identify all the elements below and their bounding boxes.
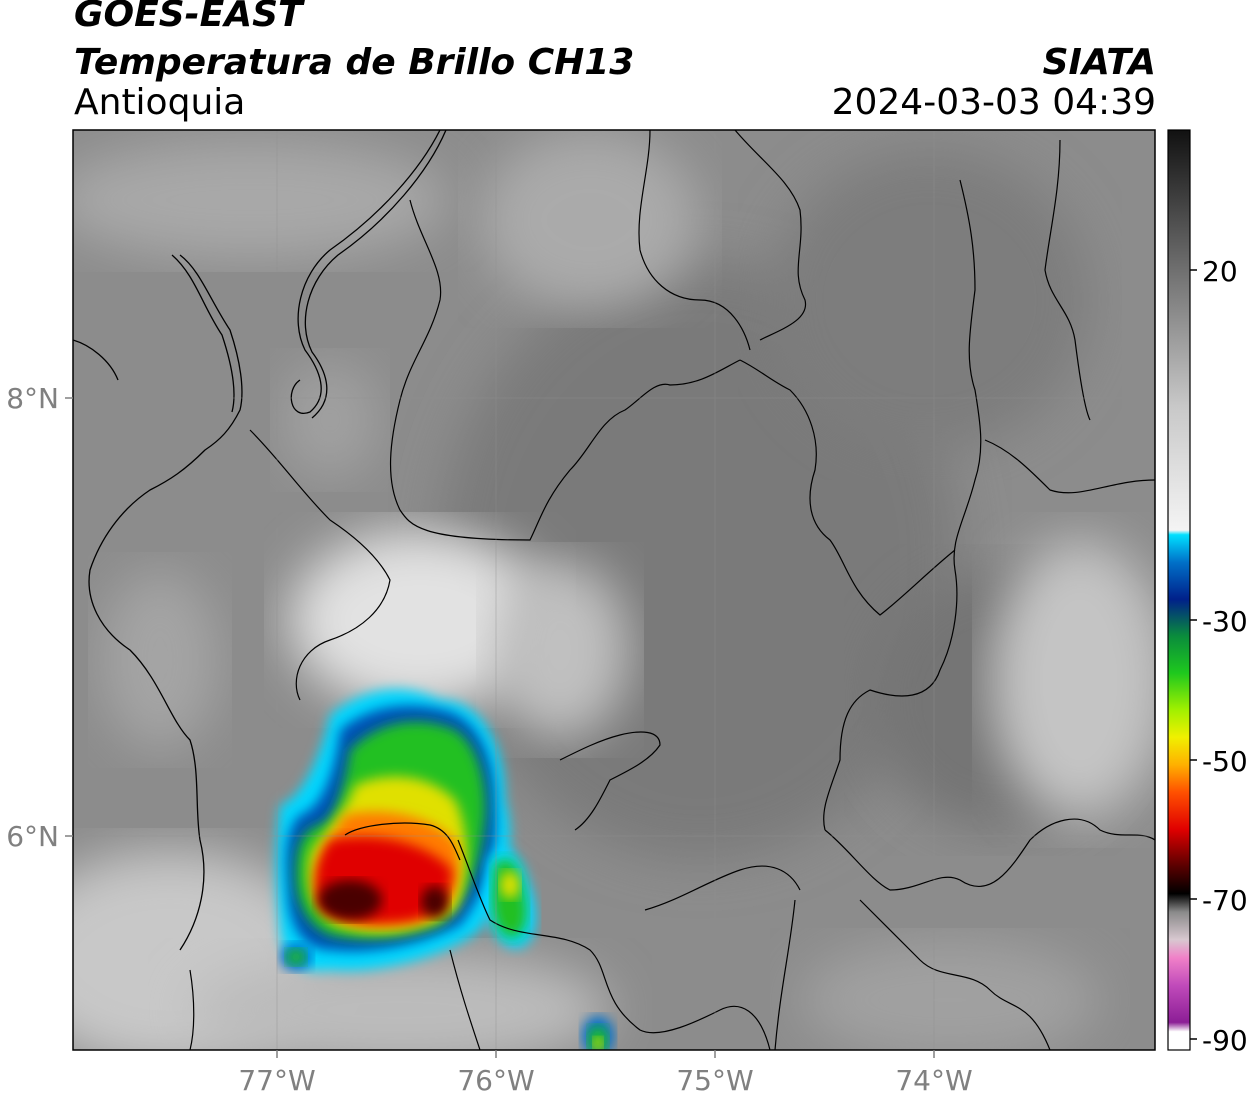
lat-tick-label: 6°N <box>6 820 59 853</box>
map-frame <box>72 129 1156 1051</box>
axis-ticks <box>65 397 935 1058</box>
map-area <box>73 130 1155 1050</box>
colorbar-tick-label: -90 <box>1202 1024 1248 1057</box>
region-title: Antioquia <box>74 82 246 123</box>
colorbar-tick-label: -30 <box>1202 605 1248 638</box>
convective-cell-east <box>485 849 537 949</box>
lon-tick-label: 74°W <box>895 1064 972 1097</box>
lon-tick-label: 77°W <box>238 1064 315 1097</box>
convective-cell-south <box>280 943 614 1050</box>
timestamp-label: 2024-03-03 04:39 <box>831 82 1156 123</box>
colorbar-tick-label: -50 <box>1202 745 1248 778</box>
satellite-title: GOES-EAST <box>74 0 303 35</box>
graticule <box>73 130 1155 1050</box>
coastlines <box>73 130 447 951</box>
colorbar-tick-label: -70 <box>1202 884 1248 917</box>
product-title: Temperatura de Brillo CH13 <box>74 42 635 83</box>
convective-cell-main <box>276 689 511 971</box>
lon-tick-label: 75°W <box>676 1064 753 1097</box>
colorbar-gradient <box>1167 129 1191 1051</box>
organization-label: SIATA <box>1042 42 1156 83</box>
colorbar-tick-label: 20 <box>1202 255 1238 288</box>
department-boundaries <box>189 130 1155 1050</box>
colorbar: 20 -30 -50 -70 -90 <box>1167 129 1248 1057</box>
lat-tick-label: 8°N <box>6 382 59 415</box>
lon-tick-label: 76°W <box>457 1064 534 1097</box>
